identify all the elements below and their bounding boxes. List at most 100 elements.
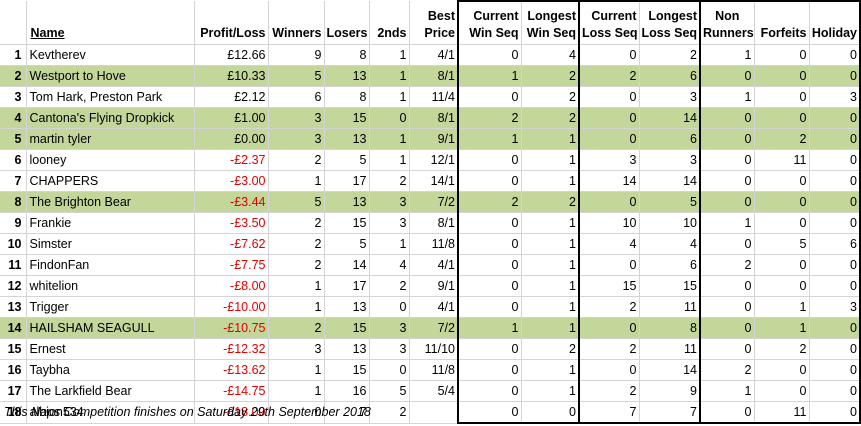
cell-profit-loss[interactable]: £10.33 <box>194 65 269 87</box>
cell-best-price[interactable]: 7/2 <box>409 317 459 339</box>
cell-current-win-seq[interactable]: 0 <box>457 359 522 381</box>
cell-position[interactable]: 18 <box>0 401 27 424</box>
cell-holiday[interactable]: 0 <box>809 149 861 171</box>
cell-seconds[interactable]: 1 <box>369 149 410 171</box>
cell-current-win-seq[interactable]: 0 <box>457 149 522 171</box>
cell-current-win-seq[interactable]: 0 <box>457 212 522 234</box>
cell-position[interactable]: 10 <box>0 233 27 255</box>
cell-current-win-seq[interactable]: 0 <box>457 401 522 424</box>
cell-longest-win-seq[interactable]: 1 <box>521 233 580 255</box>
cell-non-runners[interactable]: 0 <box>700 317 755 339</box>
cell-name[interactable]: looney <box>26 149 195 171</box>
cell-position[interactable]: 12 <box>0 275 27 297</box>
cell-forfeits[interactable]: 11 <box>754 149 810 171</box>
cell-seconds[interactable]: 3 <box>369 338 410 360</box>
cell-name[interactable]: Frankie <box>26 212 195 234</box>
cell-profit-loss[interactable]: -£10.75 <box>194 317 269 339</box>
cell-current-loss-seq[interactable]: 0 <box>579 359 640 381</box>
cell-best-price[interactable]: 8/1 <box>409 212 459 234</box>
cell-non-runners[interactable]: 1 <box>700 380 755 402</box>
header-current-win-seq[interactable]: Current Win Seq <box>457 0 522 45</box>
cell-forfeits[interactable]: 0 <box>754 191 810 213</box>
cell-holiday[interactable]: 0 <box>809 338 861 360</box>
cell-longest-loss-seq[interactable]: 15 <box>639 275 701 297</box>
cell-profit-loss[interactable]: -£7.75 <box>194 254 269 276</box>
cell-holiday[interactable]: 0 <box>809 107 861 129</box>
cell-best-price[interactable]: 4/1 <box>409 44 459 66</box>
cell-best-price[interactable]: 14/1 <box>409 170 459 192</box>
cell-longest-win-seq[interactable]: 4 <box>521 44 580 66</box>
cell-longest-loss-seq[interactable]: 6 <box>639 254 701 276</box>
cell-longest-win-seq[interactable]: 1 <box>521 296 580 318</box>
cell-non-runners[interactable]: 0 <box>700 107 755 129</box>
cell-profit-loss[interactable]: -£3.00 <box>194 170 269 192</box>
cell-losers[interactable]: 13 <box>324 128 370 150</box>
cell-name[interactable]: FindonFan <box>26 254 195 276</box>
cell-best-price[interactable]: 7/2 <box>409 191 459 213</box>
header-profit-loss[interactable]: Profit/Loss <box>194 1 269 45</box>
cell-profit-loss[interactable]: -£10.00 <box>194 296 269 318</box>
cell-best-price[interactable]: 11/10 <box>409 338 459 360</box>
cell-current-win-seq[interactable]: 2 <box>457 107 522 129</box>
header-losers[interactable]: Losers <box>324 1 370 45</box>
cell-current-loss-seq[interactable]: 3 <box>579 149 640 171</box>
cell-longest-win-seq[interactable]: 1 <box>521 149 580 171</box>
cell-position[interactable]: 1 <box>0 44 27 66</box>
cell-seconds[interactable]: 1 <box>369 233 410 255</box>
cell-winners[interactable]: 1 <box>268 380 325 402</box>
cell-position[interactable]: 7 <box>0 170 27 192</box>
cell-seconds[interactable]: 1 <box>369 86 410 108</box>
cell-winners[interactable]: 5 <box>268 191 325 213</box>
cell-winners[interactable]: 1 <box>268 275 325 297</box>
cell-seconds[interactable]: 4 <box>369 254 410 276</box>
cell-longest-loss-seq[interactable]: 9 <box>639 380 701 402</box>
cell-best-price[interactable] <box>409 401 459 424</box>
cell-longest-loss-seq[interactable]: 6 <box>639 128 701 150</box>
cell-forfeits[interactable]: 2 <box>754 338 810 360</box>
cell-losers[interactable]: 13 <box>324 296 370 318</box>
cell-best-price[interactable]: 5/4 <box>409 380 459 402</box>
cell-seconds[interactable]: 1 <box>369 44 410 66</box>
cell-position[interactable]: 9 <box>0 212 27 234</box>
cell-losers[interactable]: 8 <box>324 86 370 108</box>
cell-losers[interactable]: 17 <box>324 275 370 297</box>
cell-current-loss-seq[interactable]: 2 <box>579 65 640 87</box>
cell-non-runners[interactable]: 0 <box>700 233 755 255</box>
cell-name[interactable]: Ernest <box>26 338 195 360</box>
cell-profit-loss[interactable]: -£8.00 <box>194 275 269 297</box>
cell-longest-win-seq[interactable]: 2 <box>521 65 580 87</box>
cell-profit-loss[interactable]: £12.66 <box>194 44 269 66</box>
cell-holiday[interactable]: 0 <box>809 359 861 381</box>
cell-holiday[interactable]: 0 <box>809 44 861 66</box>
cell-losers[interactable]: 5 <box>324 233 370 255</box>
cell-current-loss-seq[interactable]: 0 <box>579 86 640 108</box>
cell-seconds[interactable]: 1 <box>369 128 410 150</box>
cell-current-loss-seq[interactable]: 2 <box>579 380 640 402</box>
cell-winners[interactable]: 1 <box>268 170 325 192</box>
cell-seconds[interactable]: 3 <box>369 191 410 213</box>
cell-current-loss-seq[interactable]: 15 <box>579 275 640 297</box>
cell-longest-loss-seq[interactable]: 11 <box>639 338 701 360</box>
cell-holiday[interactable]: 0 <box>809 191 861 213</box>
header-non-runners[interactable]: Non Runners <box>700 0 755 45</box>
cell-current-loss-seq[interactable]: 0 <box>579 44 640 66</box>
cell-winners[interactable]: 5 <box>268 65 325 87</box>
cell-winners[interactable]: 2 <box>268 233 325 255</box>
cell-longest-win-seq[interactable]: 1 <box>521 275 580 297</box>
cell-longest-loss-seq[interactable]: 3 <box>639 86 701 108</box>
cell-best-price[interactable]: 8/1 <box>409 107 459 129</box>
cell-losers[interactable]: 17 <box>324 170 370 192</box>
cell-best-price[interactable]: 11/8 <box>409 233 459 255</box>
cell-best-price[interactable]: 11/4 <box>409 86 459 108</box>
cell-longest-loss-seq[interactable]: 11 <box>639 296 701 318</box>
cell-holiday[interactable]: 3 <box>809 296 861 318</box>
cell-position[interactable]: 17 <box>0 380 27 402</box>
cell-current-loss-seq[interactable]: 4 <box>579 233 640 255</box>
cell-profit-loss[interactable]: -£2.37 <box>194 149 269 171</box>
cell-name[interactable]: Taybha <box>26 359 195 381</box>
cell-name[interactable]: Tom Hark, Preston Park <box>26 86 195 108</box>
cell-best-price[interactable]: 8/1 <box>409 65 459 87</box>
cell-profit-loss[interactable]: £2.12 <box>194 86 269 108</box>
cell-name[interactable]: Kevtherev <box>26 44 195 66</box>
header-forfeits[interactable]: Forfeits <box>754 0 810 45</box>
